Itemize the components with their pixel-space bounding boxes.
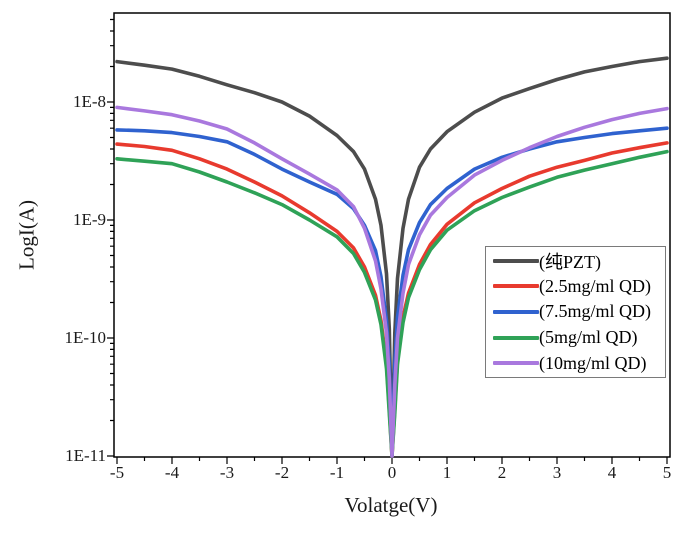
legend-line-sample — [493, 284, 539, 289]
legend-entry-label: (5mg/ml QD) — [539, 327, 638, 348]
y-tick-label: 1E-9 — [72, 210, 106, 229]
y-tick-label: 1E-11 — [65, 446, 106, 465]
legend-entry-1: (2.5mg/ml QD) — [486, 274, 665, 298]
legend-entry-3: (5mg/ml QD) — [486, 326, 665, 350]
legend-line-sample — [493, 258, 539, 263]
legend-line-sample — [493, 335, 539, 340]
legend-box: (纯PZT) (2.5mg/ml QD) (7.5mg/ml QD) (5mg/ml … — [485, 246, 666, 378]
series-curve-4 — [115, 105, 669, 458]
axis-ticks — [107, 18, 668, 464]
y-axis-title: LogI(A) — [14, 200, 39, 270]
x-tick-label: 5 — [662, 463, 672, 482]
x-tick-label: 2 — [497, 463, 507, 482]
x-tick-label: 4 — [607, 463, 617, 482]
legend-entry-label: (10mg/ml QD) — [539, 352, 647, 373]
x-tick-label: 1 — [442, 463, 452, 482]
legend-entry-0: (纯PZT) — [486, 249, 665, 273]
legend-entry-label: (2.5mg/ml QD) — [539, 275, 651, 296]
x-tick-label: -1 — [329, 463, 345, 482]
x-axis-title: Volatge(V) — [344, 493, 438, 517]
x-tick-label: -3 — [219, 463, 235, 482]
x-tick-label: -2 — [274, 463, 290, 482]
y-tick-label: 1E-10 — [64, 328, 106, 347]
x-tick-label: -4 — [164, 463, 180, 482]
legend-line-sample — [493, 309, 539, 314]
y-tick-label: 1E-8 — [72, 92, 106, 111]
legend-entry-2: (7.5mg/ml QD) — [486, 300, 665, 324]
legend-entry-4: (10mg/ml QD) — [486, 351, 665, 375]
x-tick-label: -5 — [109, 463, 125, 482]
legend-entry-label: (纯PZT) — [539, 251, 601, 272]
legend-line-sample — [493, 361, 539, 366]
x-tick-label: 3 — [552, 463, 562, 482]
x-tick-label: 0 — [387, 463, 397, 482]
legend-entry-label: (7.5mg/ml QD) — [539, 301, 651, 322]
